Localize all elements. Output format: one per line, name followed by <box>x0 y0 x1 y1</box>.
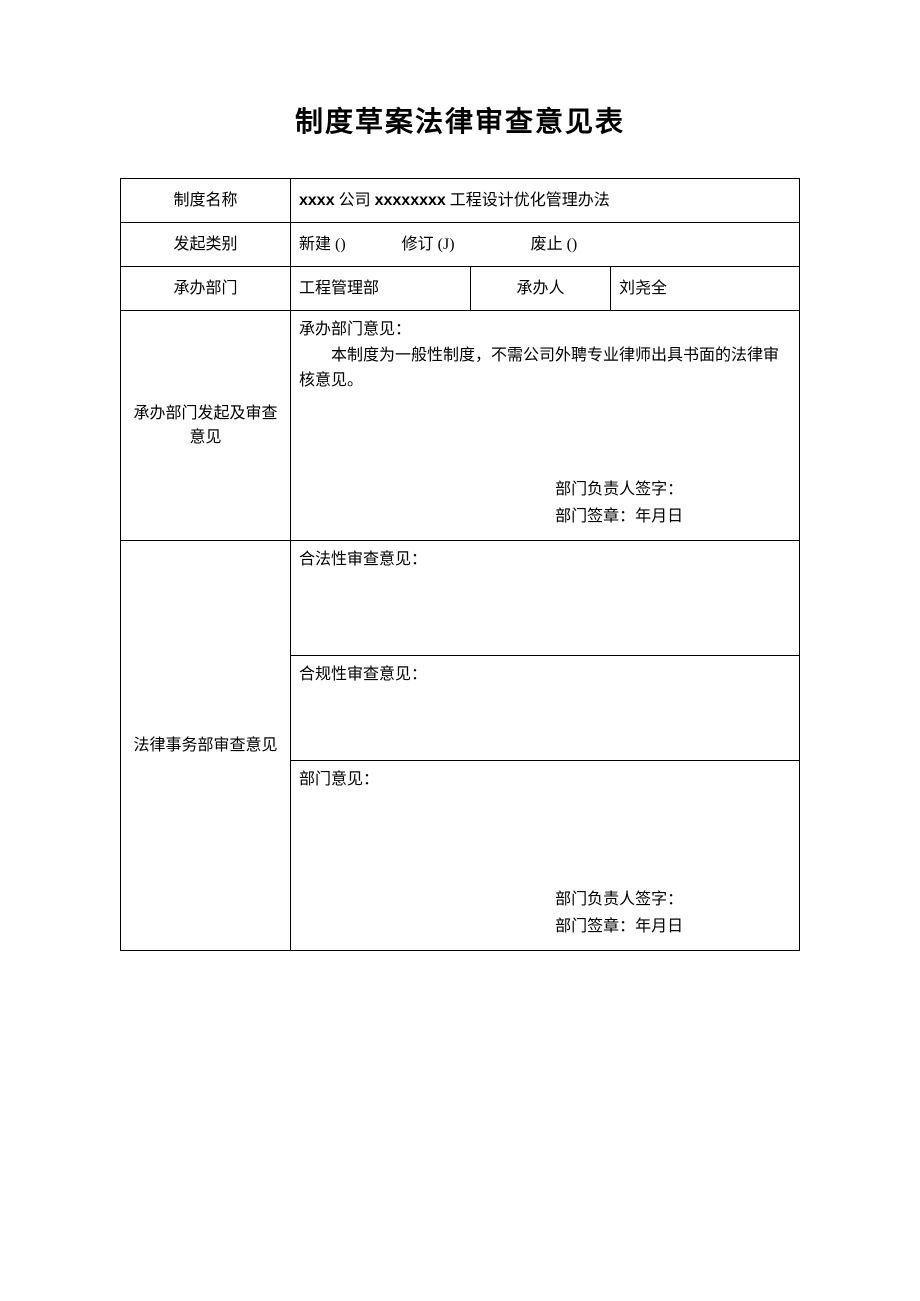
option-abolish: 废止 () <box>531 232 578 258</box>
legal-sec1: 合法性审查意见： <box>291 541 800 656</box>
bold-text: xxxx <box>299 192 335 209</box>
label-system-name: 制度名称 <box>121 179 291 223</box>
option-new: 新建 () <box>299 232 346 258</box>
option-revise: 修订 (J) <box>402 232 455 258</box>
value-category: 新建 () 修订 (J) 废止 () <box>291 223 800 267</box>
value-system-name: xxxx 公司 xxxxxxxx 工程设计优化管理办法 <box>291 179 800 223</box>
text: 工程设计优化管理办法 <box>446 192 610 209</box>
legal-sec2: 合规性审查意见： <box>291 656 800 761</box>
label-dept: 承办部门 <box>121 267 291 311</box>
legal-sec3: 部门意见： 部门负责人签字： 部门签章：年月日 <box>291 761 800 951</box>
opinion-heading: 承办部门意见： <box>299 317 791 343</box>
opinion-body: 本制度为一般性制度，不需公司外聘专业律师出具书面的法律审核意见。 <box>299 343 791 394</box>
legal-sec3-heading: 部门意见： <box>299 767 791 793</box>
label-category: 发起类别 <box>121 223 291 267</box>
review-table: 制度名称 xxxx 公司 xxxxxxxx 工程设计优化管理办法 发起类别 新建… <box>120 178 800 951</box>
value-dept: 工程管理部 <box>291 267 471 311</box>
label-dept-opinion: 承办部门发起及审查意见 <box>121 311 291 541</box>
page-title: 制度草案法律审查意见表 <box>120 100 800 140</box>
label-legal-opinion: 法律事务部审查意见 <box>121 541 291 951</box>
label-handler: 承办人 <box>471 267 611 311</box>
text: 公司 <box>335 192 375 209</box>
value-dept-opinion: 承办部门意见： 本制度为一般性制度，不需公司外聘专业律师出具书面的法律审核意见。… <box>291 311 800 541</box>
legal-sec1-heading: 合法性审查意见： <box>299 547 791 573</box>
legal-sign-seal: 部门签章：年月日 <box>555 913 683 940</box>
legal-sec2-heading: 合规性审查意见： <box>299 662 791 688</box>
legal-sign-leader: 部门负责人签字： <box>555 886 683 913</box>
value-handler: 刘尧全 <box>611 267 800 311</box>
sign-seal: 部门签章：年月日 <box>555 503 683 530</box>
sign-leader: 部门负责人签字： <box>555 476 683 503</box>
bold-text: xxxxxxxx <box>375 192 446 209</box>
